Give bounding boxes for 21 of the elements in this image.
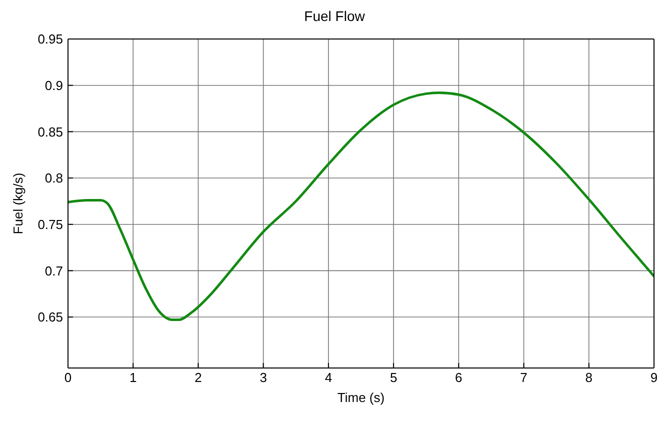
y-tick-label: 0.65 [38,310,63,325]
line-series [68,92,654,322]
x-tick-label: 9 [650,370,658,386]
x-tick-label: 5 [390,370,398,386]
y-tick-label: 0.9 [44,78,63,93]
y-tick-label: 0.95 [38,32,63,47]
x-tick-label: 8 [585,370,593,386]
x-tick-label: 1 [129,370,137,386]
x-tick-label: 0 [64,370,72,386]
x-tick-label: 2 [194,370,202,386]
y-axis-title: Fuel (kg/s) [10,172,26,234]
y-tick-label: 0.7 [44,263,63,278]
x-axis-title: Time (s) [337,390,385,405]
x-tick-label: 6 [455,370,462,386]
x-tick-label: 4 [324,370,332,386]
chart-title: Fuel Flow [303,8,366,24]
x-tick-label: 3 [260,370,267,386]
y-tick-label: 0.75 [38,216,63,232]
y-tick-label: 0.85 [38,124,63,140]
y-tick-label: 0.8 [44,170,63,186]
x-tick-label: 7 [520,370,528,386]
